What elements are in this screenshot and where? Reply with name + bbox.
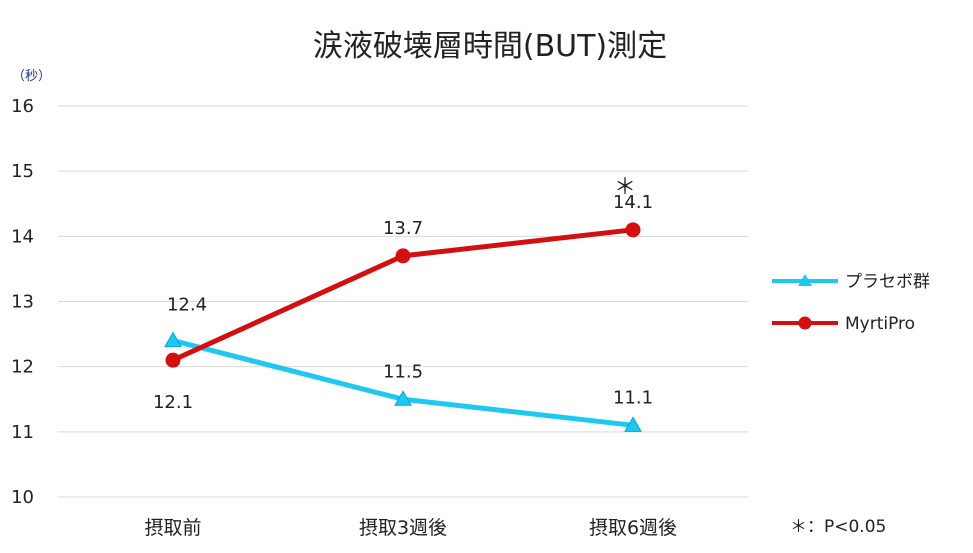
legend-swatch-marker: [798, 274, 812, 286]
x-tick-label: 摂取3週後: [359, 517, 447, 539]
y-axis-unit-label: （秒）: [12, 69, 51, 84]
y-tick-label: 16: [11, 96, 34, 117]
series-point: [625, 222, 641, 238]
y-tick-label: 14: [11, 226, 34, 247]
data-labels: 12.4 11.5 11.1 12.1 13.7 14.1: [153, 192, 653, 413]
series-point: [164, 331, 182, 348]
data-label: 11.5: [383, 361, 423, 382]
y-axis-ticks: 10 11 12 13 14 15 16: [11, 96, 34, 508]
y-tick-label: 11: [11, 422, 34, 443]
legend: プラセボ群 MyrtiPro: [772, 272, 930, 334]
data-label: 13.7: [383, 218, 423, 239]
series-point: [395, 248, 411, 264]
y-tick-label: 13: [11, 292, 34, 313]
y-tick-label: 15: [11, 161, 34, 182]
significance-star: ＊: [614, 175, 636, 200]
chart-title: 涙液破壊層時間(BUT)測定: [313, 29, 667, 64]
data-label: 14.1: [613, 192, 653, 213]
series-point: [394, 390, 412, 406]
series-point: [165, 352, 181, 368]
data-label: 11.1: [613, 387, 653, 408]
series-point: [624, 416, 642, 432]
gridlines: [58, 105, 748, 498]
significance-note: ＊：P<0.05: [790, 517, 886, 537]
x-tick-label: 摂取前: [144, 517, 201, 539]
legend-label: MyrtiPro: [845, 314, 915, 334]
legend-label: プラセボ群: [845, 272, 930, 292]
data-label: 12.1: [153, 392, 193, 413]
x-tick-label: 摂取6週後: [589, 517, 677, 539]
series-line: [172, 338, 634, 428]
data-label: 12.4: [167, 295, 207, 316]
y-tick-label: 12: [11, 357, 34, 378]
x-axis-ticks: 摂取前 摂取3週後 摂取6週後: [144, 517, 677, 539]
y-tick-label: 10: [11, 487, 34, 508]
series-lines: [164, 222, 642, 432]
legend-swatch-marker: [798, 316, 812, 330]
